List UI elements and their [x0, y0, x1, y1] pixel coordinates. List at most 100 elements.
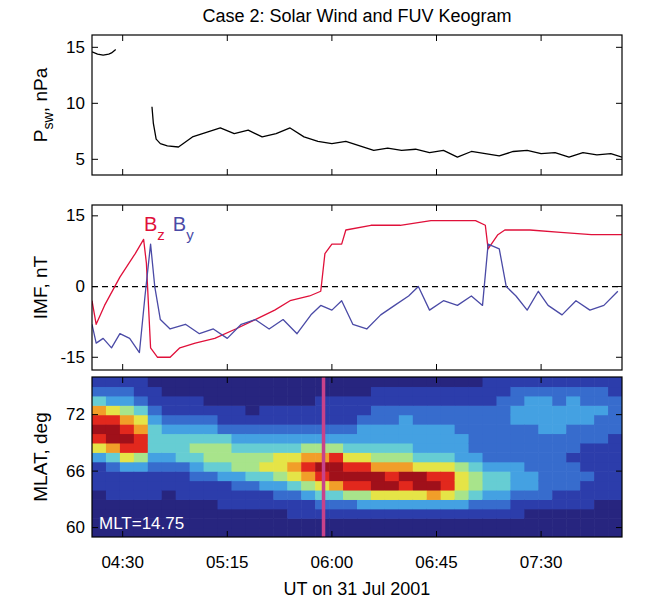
- keogram-cell: [329, 415, 344, 425]
- keogram-cell: [134, 499, 149, 509]
- annotation: MLT=14.75: [99, 514, 184, 533]
- keogram-cell: [566, 499, 581, 509]
- keogram-cell: [469, 433, 484, 443]
- keogram-cell: [455, 396, 470, 406]
- keogram-cell: [483, 509, 498, 519]
- keogram-cell: [399, 518, 414, 528]
- keogram-cell: [287, 499, 302, 509]
- x-tick: [122, 205, 123, 211]
- keogram-cell: [496, 499, 511, 509]
- keogram-cell: [483, 471, 498, 481]
- keogram-cell: [148, 386, 163, 396]
- keogram-cell: [594, 424, 609, 434]
- keogram-cell: [204, 386, 219, 396]
- keogram-cell: [608, 528, 622, 537]
- keogram-cell: [399, 452, 414, 462]
- keogram-cell: [580, 518, 595, 528]
- keogram-cell: [273, 424, 288, 434]
- keogram-cell: [162, 377, 177, 387]
- keogram-cell: [427, 481, 442, 491]
- keogram-cell: [106, 405, 121, 415]
- y-tick: [92, 357, 98, 358]
- keogram-cell: [204, 433, 219, 443]
- keogram-cell: [385, 518, 400, 528]
- keogram-cell: [538, 415, 553, 425]
- keogram-cell: [231, 386, 246, 396]
- keogram-cell: [413, 528, 428, 537]
- keogram-cell: [190, 481, 205, 491]
- keogram-cell: [148, 471, 163, 481]
- keogram-cell: [385, 396, 400, 406]
- keogram-cell: [176, 405, 191, 415]
- keogram-cell: [385, 490, 400, 500]
- keogram-cell: [273, 499, 288, 509]
- keogram-cell: [259, 481, 274, 491]
- keogram-cell: [218, 509, 233, 519]
- keogram-cell: [552, 415, 567, 425]
- keogram-cell: [371, 377, 386, 387]
- keogram-cell: [245, 405, 260, 415]
- y-tick: [616, 47, 622, 48]
- keogram-cell: [552, 424, 567, 434]
- keogram-cell: [357, 396, 372, 406]
- keogram-cell: [259, 386, 274, 396]
- keogram-cell: [399, 462, 414, 472]
- keogram-cell: [510, 499, 525, 509]
- keogram-cell: [441, 396, 456, 406]
- keogram-cell: [385, 471, 400, 481]
- keogram-cell: [552, 433, 567, 443]
- keogram-cell: [552, 518, 567, 528]
- keogram-cell: [385, 433, 400, 443]
- keogram-cell: [134, 386, 149, 396]
- keogram-cell: [343, 433, 358, 443]
- x-tick-label: 05:15: [206, 553, 249, 572]
- keogram-cell: [371, 415, 386, 425]
- keogram-cell: [441, 481, 456, 491]
- keogram-cell: [162, 471, 177, 481]
- keogram-cell: [566, 405, 581, 415]
- keogram-cell: [552, 528, 567, 537]
- keogram-cell: [148, 396, 163, 406]
- keogram-cell: [538, 452, 553, 462]
- keogram-cell: [580, 386, 595, 396]
- keogram-cell: [190, 377, 205, 387]
- keogram-cell: [427, 386, 442, 396]
- keogram-cell: [566, 518, 581, 528]
- keogram-cell: [106, 443, 121, 453]
- keogram-cell: [162, 415, 177, 425]
- keogram-cell: [524, 452, 539, 462]
- frame: [92, 205, 622, 370]
- keogram-cell: [385, 499, 400, 509]
- keogram-cell: [301, 424, 316, 434]
- keogram-cell: [287, 386, 302, 396]
- x-tick: [122, 169, 123, 175]
- keogram-cell: [441, 405, 456, 415]
- keogram-cell: [385, 424, 400, 434]
- x-tick: [436, 35, 437, 41]
- keogram-cell: [608, 433, 622, 443]
- keogram-cell: [190, 415, 205, 425]
- y-tick: [92, 103, 98, 104]
- keogram-cell: [190, 509, 205, 519]
- keogram-cell: [608, 415, 622, 425]
- keogram-cell: [510, 405, 525, 415]
- keogram-cell: [176, 443, 191, 453]
- y-axis-title: IMF, nT: [30, 255, 51, 319]
- keogram-cell: [483, 528, 498, 537]
- keogram-cell: [301, 377, 316, 387]
- keogram-cell: [204, 405, 219, 415]
- keogram-cell: [427, 415, 442, 425]
- keogram-cell: [134, 443, 149, 453]
- keogram-cell: [287, 377, 302, 387]
- keogram-cell: [357, 386, 372, 396]
- keogram-cell: [231, 443, 246, 453]
- keogram-cell: [552, 443, 567, 453]
- x-tick: [331, 169, 332, 175]
- keogram-cell: [120, 424, 135, 434]
- keogram-cell: [496, 452, 511, 462]
- keogram-cell: [287, 471, 302, 481]
- keogram-cell: [552, 490, 567, 500]
- keogram-cell: [176, 481, 191, 491]
- keogram-cell: [399, 415, 414, 425]
- keogram-cell: [594, 462, 609, 472]
